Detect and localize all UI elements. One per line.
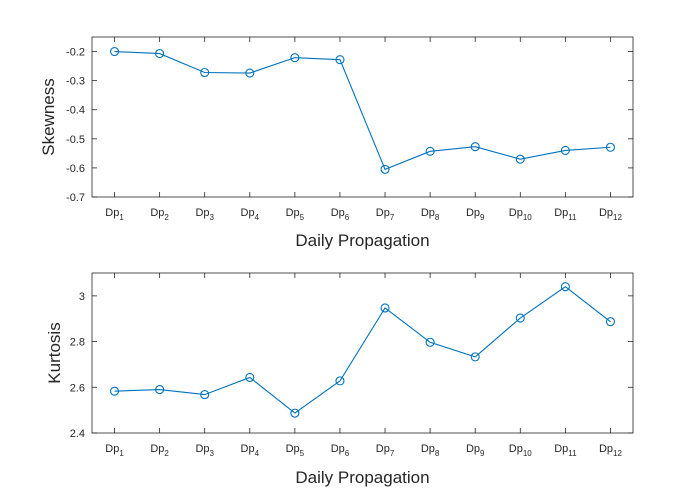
top-chart: -0.7 -0.6 -0.5 -0.4 -0.3 -0.2 Dp1 Dp2 Dp3 Dp4 Dp5 D…	[39, 36, 634, 250]
top-x-tick-label: Dp8	[421, 207, 440, 222]
top-data-point	[425, 146, 435, 156]
top-data-point	[245, 68, 255, 78]
bottom-x-tick-label: Dp3	[195, 443, 214, 458]
bottom-data-point	[109, 386, 120, 396]
bottom-y-tick-label: 2.8	[70, 337, 85, 349]
bottom-data-point	[290, 408, 300, 418]
top-x-axis-title: Daily Propagation	[295, 231, 429, 250]
top-data-point	[380, 164, 390, 174]
top-data-point	[109, 46, 120, 57]
top-x-tick-label: Dp9	[466, 207, 485, 222]
top-y-tick-label: -0.4	[66, 105, 85, 117]
bottom-plot-area	[91, 272, 634, 434]
bottom-x-tick-label: Dp2	[150, 443, 169, 458]
bottom-data-point	[470, 352, 480, 362]
bottom-x-axis-title: Daily Propagation	[295, 468, 429, 487]
bottom-x-tick-label: Dp1	[105, 443, 124, 458]
top-data-point	[290, 53, 300, 63]
bottom-x-tick-label: Dp11	[554, 443, 577, 458]
top-y-tick-label: -0.7	[66, 192, 85, 204]
top-data-point	[515, 154, 525, 164]
bottom-x-tick-label: Dp12	[599, 443, 623, 458]
bottom-series-line	[114, 286, 611, 414]
bottom-data-point	[605, 317, 616, 327]
top-x-tick-label: Dp10	[509, 207, 533, 222]
top-x-tick-label: Dp5	[286, 207, 305, 222]
top-y-axis-title: Skewness	[39, 78, 58, 155]
top-series-line	[114, 50, 611, 171]
bottom-x-tick-label: Dp7	[376, 443, 395, 458]
bottom-y-tick-label: 2.6	[70, 382, 85, 394]
top-y-tick-label: -0.5	[66, 134, 85, 146]
top-y-tick-label: -0.3	[66, 76, 85, 88]
bottom-data-point	[380, 303, 390, 313]
bottom-data-point	[335, 376, 345, 386]
top-data-point	[470, 142, 480, 152]
top-data-point	[335, 55, 345, 65]
bottom-data-point	[425, 337, 435, 347]
bottom-data-point	[200, 390, 210, 400]
top-x-tick-label: Dp6	[331, 207, 350, 222]
top-data-point	[155, 49, 165, 59]
top-x-tick-label: Dp7	[376, 207, 395, 222]
top-x-tick-label: Dp12	[599, 207, 623, 222]
top-x-tick-label: Dp3	[195, 207, 214, 222]
top-x-tick-label: Dp2	[150, 207, 169, 222]
top-x-tick-label: Dp11	[554, 207, 577, 222]
top-x-tick-label: Dp1	[105, 207, 124, 222]
top-y-tick-label: -0.6	[66, 163, 85, 175]
top-data-point	[560, 145, 570, 156]
bottom-x-tick-label: Dp9	[466, 443, 485, 458]
bottom-x-tick-label: Dp10	[509, 443, 533, 458]
bottom-data-point	[155, 385, 165, 395]
bottom-x-tick-label: Dp8	[421, 443, 440, 458]
bottom-chart: 2.4 2.6 2.8 3 Dp1 Dp2 Dp3 Dp4 Dp5 Dp6 Dp7 Dp8 Dp9 Dp1…	[45, 272, 634, 487]
bottom-y-tick-label: 2.4	[70, 428, 85, 440]
bottom-data-point	[515, 313, 525, 323]
bottom-y-axis-title: Kurtosis	[45, 322, 64, 383]
bottom-x-tick-label: Dp5	[286, 443, 305, 458]
bottom-x-tick-label: Dp6	[331, 443, 350, 458]
bottom-data-point	[560, 282, 570, 292]
top-data-point	[605, 142, 616, 152]
top-data-point	[200, 67, 210, 78]
bottom-y-tick-label: 3	[79, 291, 85, 303]
top-y-tick-label: -0.2	[66, 47, 85, 59]
top-plot-area	[91, 36, 634, 198]
bottom-x-tick-label: Dp4	[241, 443, 260, 458]
top-x-tick-label: Dp4	[241, 207, 260, 222]
bottom-data-point	[245, 372, 255, 383]
